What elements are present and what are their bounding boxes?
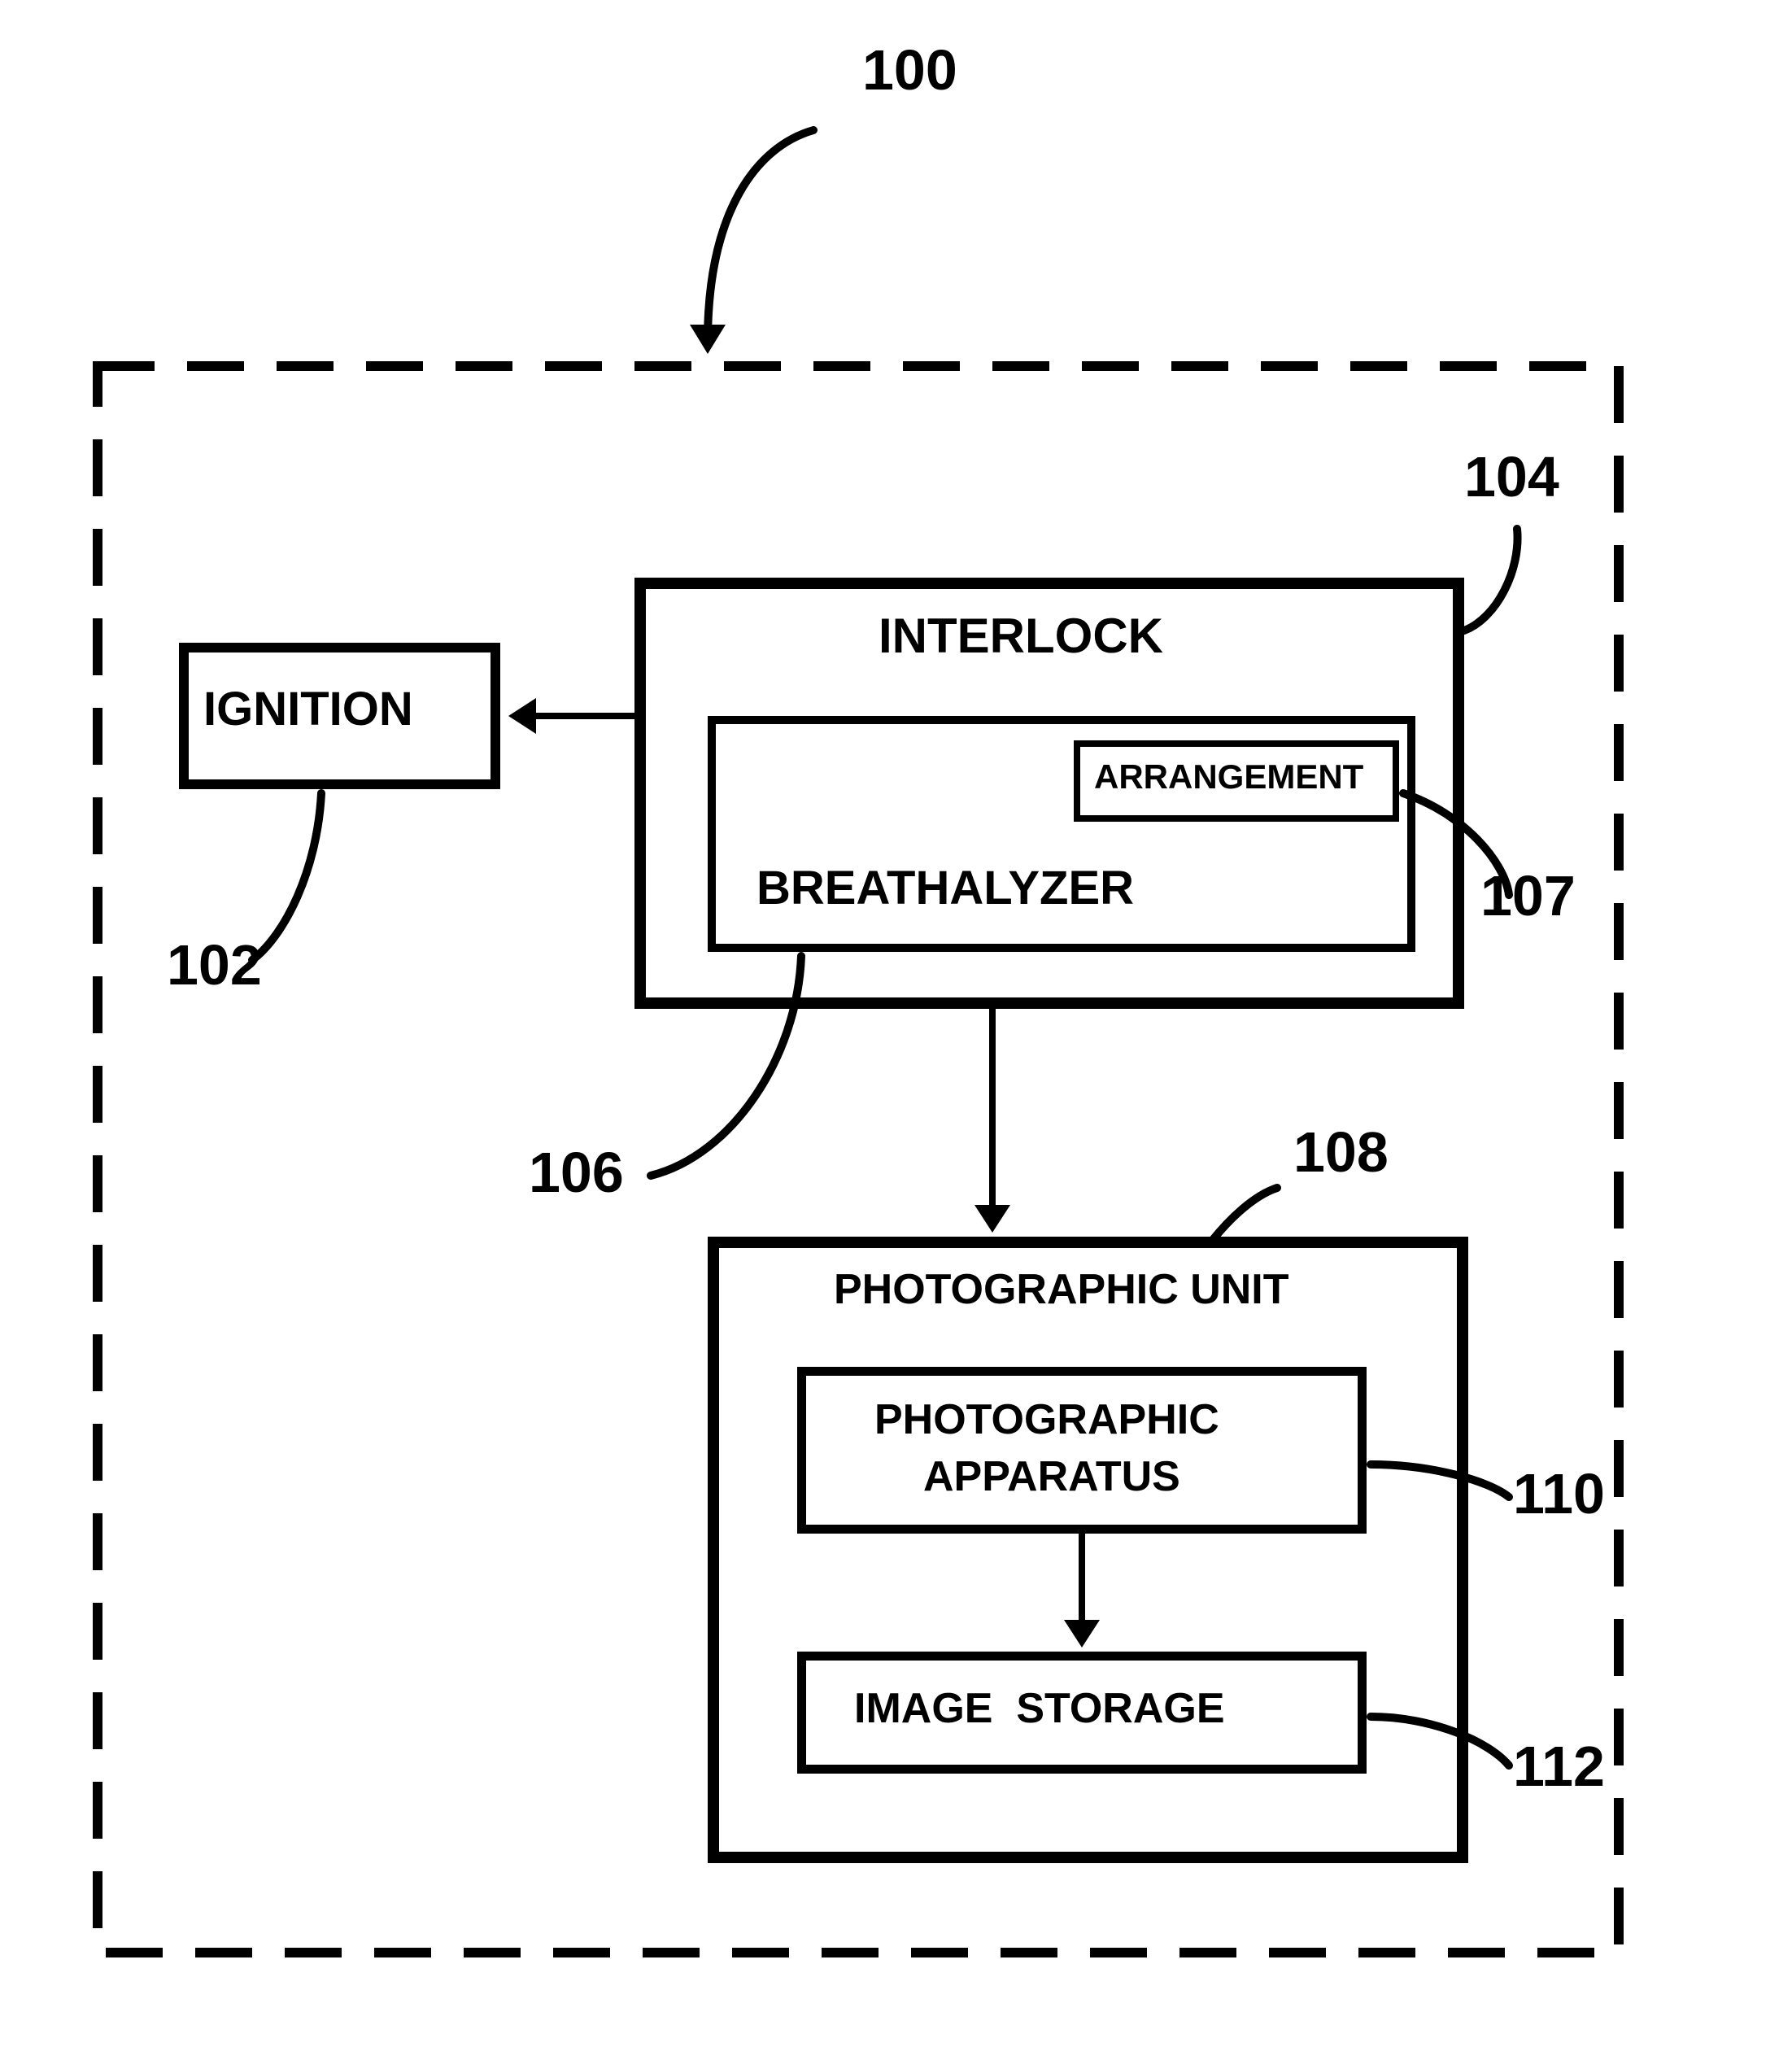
connector-layer	[0, 0, 1792, 2060]
diagram-root: IGNITION INTERLOCK BREATHALYZER ARRANGEM…	[0, 0, 1792, 2060]
